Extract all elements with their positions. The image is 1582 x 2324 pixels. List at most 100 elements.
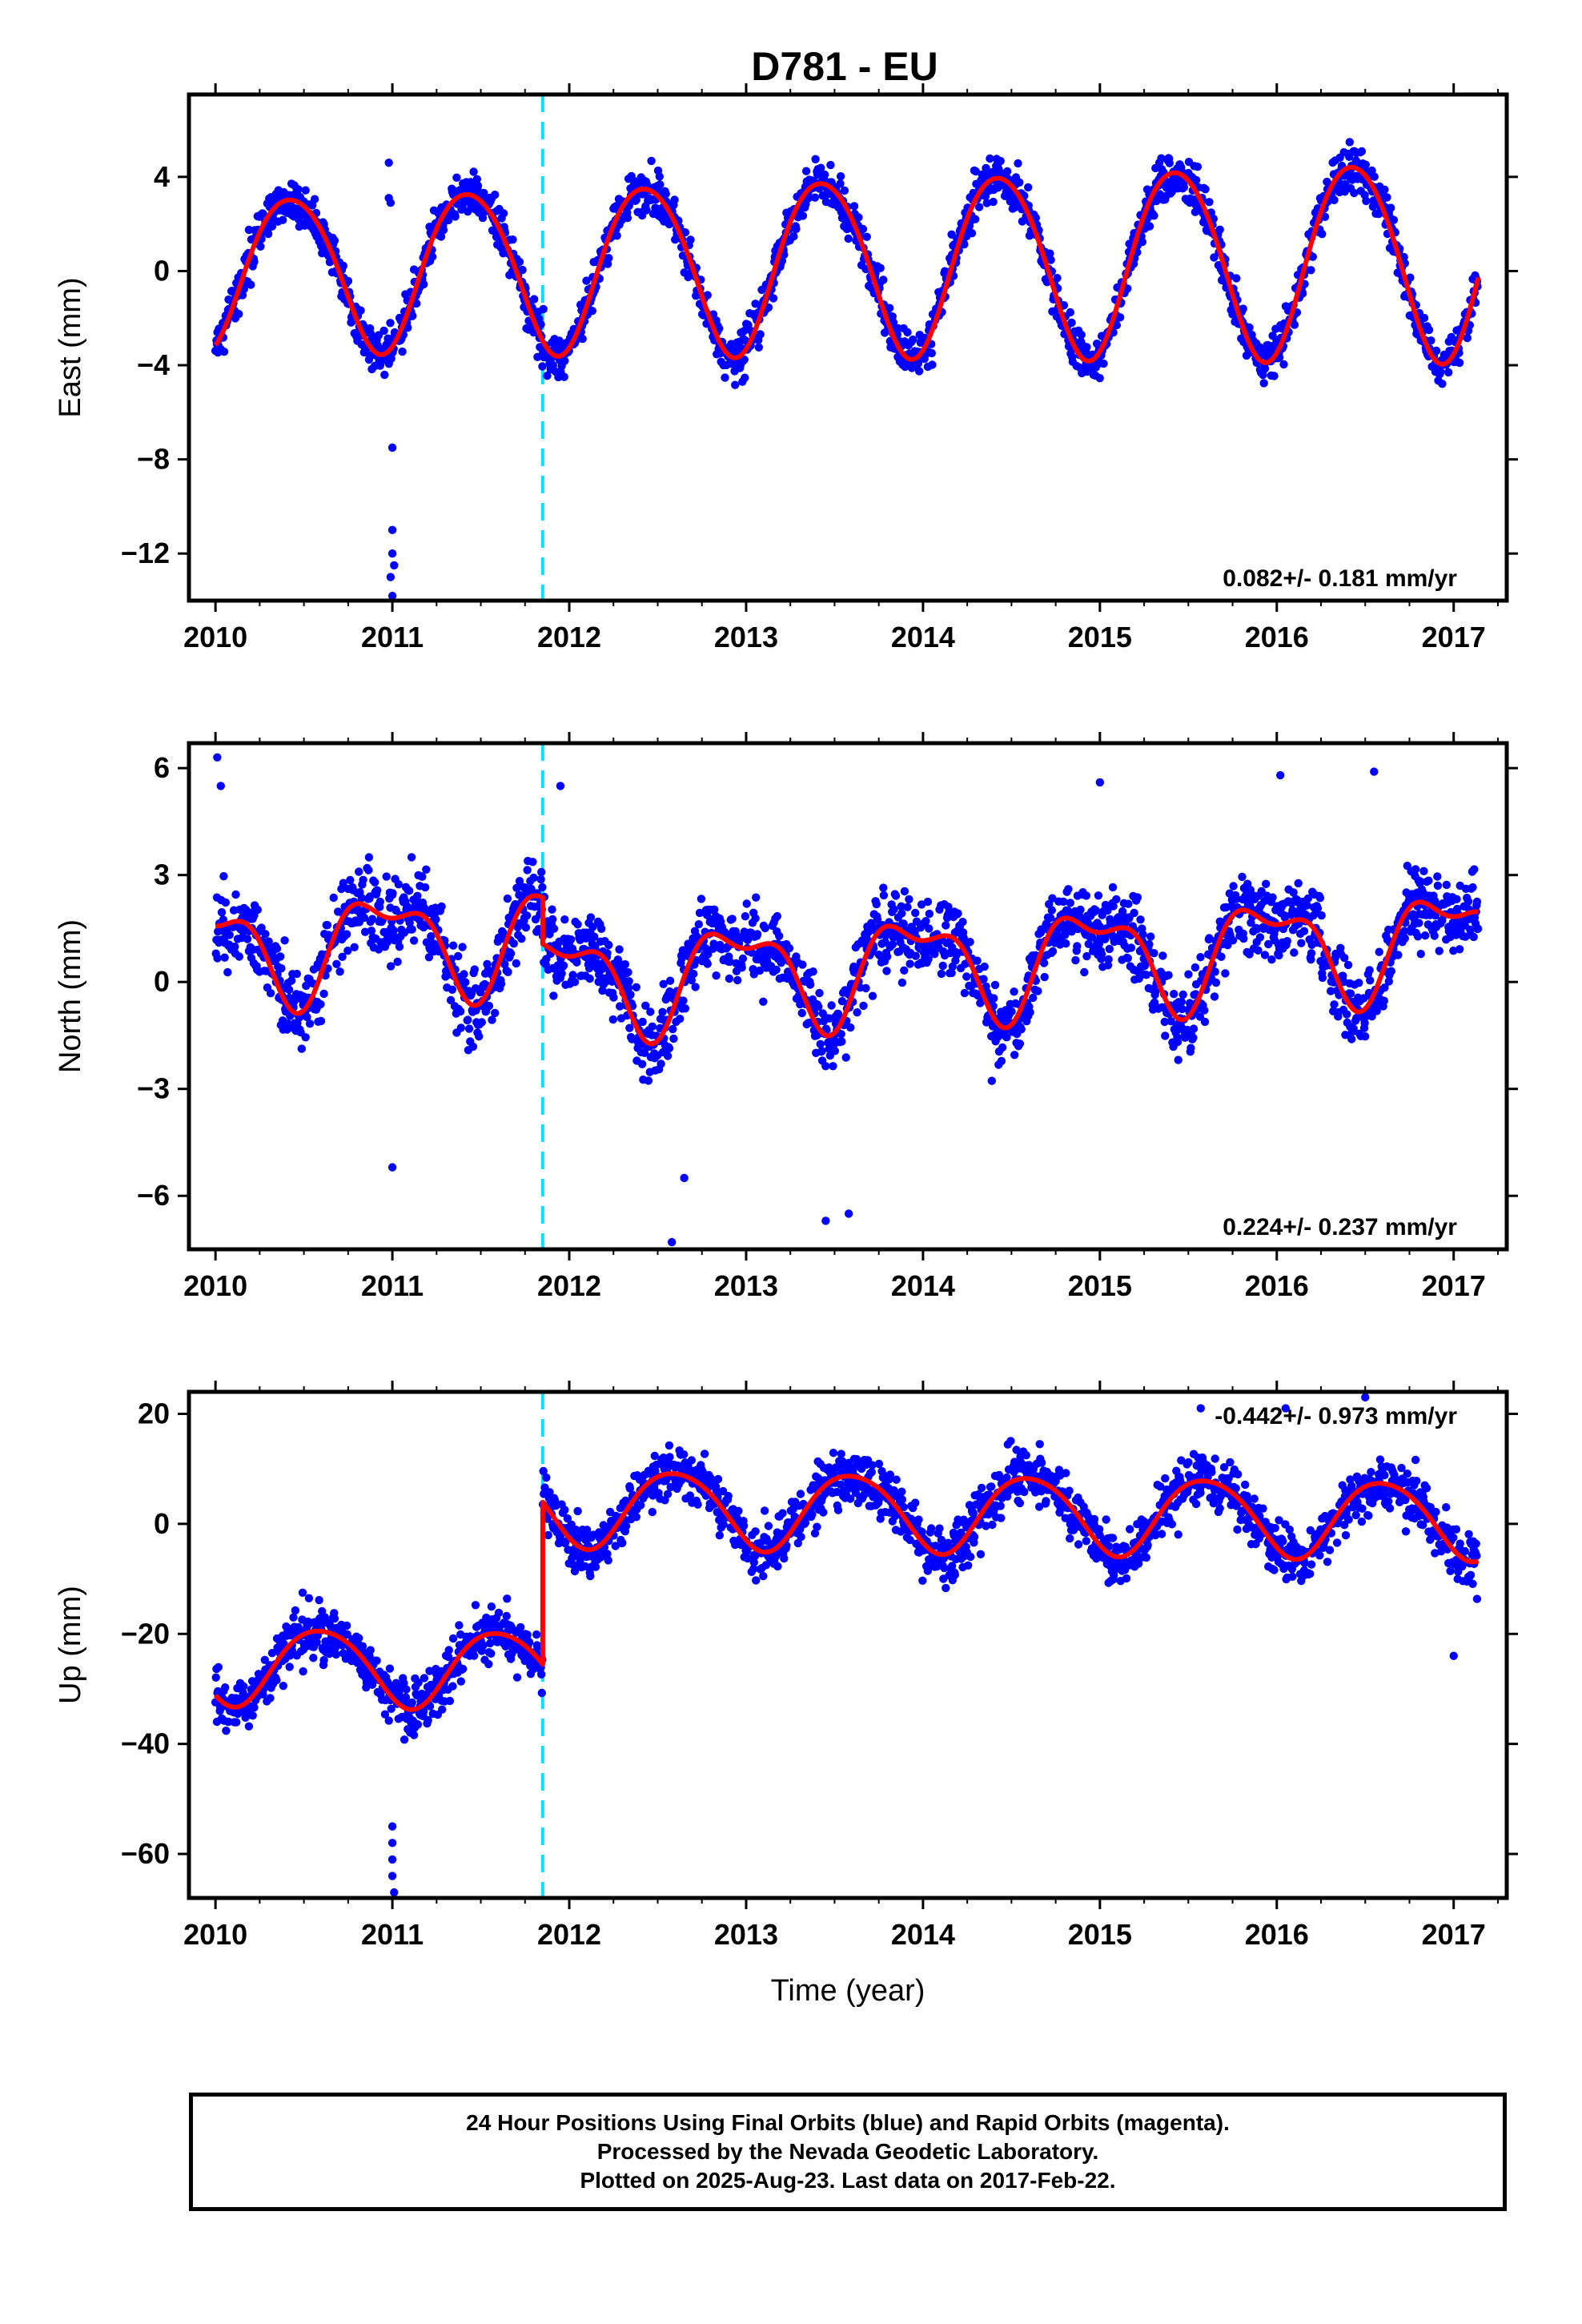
data-point [1380, 983, 1389, 992]
data-point [1449, 947, 1458, 955]
data-point [386, 962, 396, 971]
data-point [1307, 955, 1315, 964]
data-point [1370, 767, 1379, 776]
data-point [837, 997, 847, 1006]
data-point [1317, 911, 1326, 920]
data-point [420, 883, 430, 892]
data-point [220, 953, 229, 962]
data-point [1327, 987, 1335, 995]
y-axis-label: East (mm) [54, 277, 87, 417]
data-point [380, 370, 389, 380]
data-point [1080, 967, 1089, 977]
data-point [503, 894, 512, 903]
data-point [872, 899, 881, 909]
data-point [1196, 953, 1205, 962]
data-point [913, 359, 923, 368]
data-point [1200, 1017, 1210, 1027]
data-point [1279, 360, 1288, 369]
data-point [384, 159, 393, 167]
data-point [555, 336, 564, 345]
data-point [1095, 778, 1105, 787]
y-tick-label: 0 [154, 965, 170, 998]
data-point [1115, 313, 1125, 322]
y-axis-label: North (mm) [54, 919, 87, 1073]
data-point [586, 913, 596, 922]
data-point [1108, 883, 1118, 892]
data-point [343, 947, 352, 955]
data-point [911, 951, 921, 960]
data-point [267, 1649, 277, 1658]
x-tick-label: 2010 [183, 1269, 247, 1302]
data-point [355, 1634, 363, 1642]
data-point [1260, 364, 1270, 373]
data-point [560, 915, 569, 924]
data-point [277, 964, 286, 973]
data-point [468, 1042, 478, 1051]
data-point [1047, 906, 1057, 915]
data-point [394, 880, 403, 889]
data-point [508, 235, 517, 244]
data-point [436, 232, 446, 241]
data-point [350, 943, 359, 952]
data-point [477, 1018, 486, 1027]
data-point [1298, 289, 1307, 298]
data-point [1191, 175, 1201, 185]
data-point [590, 932, 599, 941]
data-point [900, 966, 909, 975]
data-point [1124, 899, 1133, 908]
data-point [330, 236, 339, 245]
data-point [661, 189, 670, 199]
data-point [260, 1655, 269, 1664]
data-point [1082, 343, 1091, 352]
data-point [1166, 1017, 1175, 1026]
data-point [937, 969, 946, 979]
data-point [849, 202, 859, 211]
data-point [448, 941, 458, 950]
data-point [570, 978, 580, 987]
data-point [1053, 274, 1062, 283]
data-point [1123, 284, 1132, 293]
data-point [213, 954, 222, 963]
data-point [424, 953, 434, 962]
data-point [1366, 976, 1375, 985]
data-point [1375, 947, 1383, 956]
data-point [647, 156, 656, 166]
data-point [339, 261, 347, 271]
data-point [897, 902, 905, 911]
data-point [1150, 949, 1158, 958]
data-point [470, 965, 479, 974]
data-point [1318, 230, 1327, 239]
data-point [338, 952, 347, 962]
data-point [1191, 963, 1200, 972]
data-point [1245, 323, 1254, 332]
data-point [1421, 931, 1430, 940]
data-point [817, 1047, 826, 1055]
data-point [1003, 167, 1012, 176]
x-tick-label: 2012 [537, 621, 601, 653]
data-point [303, 1012, 311, 1022]
data-point [925, 924, 934, 933]
x-tick-label: 2017 [1422, 1269, 1486, 1302]
data-point [659, 979, 668, 989]
data-point [437, 902, 446, 911]
data-point [496, 979, 506, 988]
data-point [1123, 954, 1133, 963]
data-point [1082, 891, 1091, 900]
plot-area [211, 743, 1483, 1249]
data-point [1026, 1007, 1034, 1017]
data-point [882, 952, 892, 961]
data-point [987, 1076, 997, 1085]
data-point [387, 1163, 397, 1172]
data-point [740, 355, 749, 364]
data-point [1094, 891, 1103, 900]
data-point [372, 1656, 381, 1665]
data-point [335, 967, 344, 976]
data-point [816, 1039, 825, 1049]
data-point [728, 915, 737, 923]
data-point [305, 1019, 315, 1028]
plot-area [211, 94, 1482, 601]
data-point [1189, 1024, 1199, 1033]
data-point [294, 185, 303, 194]
data-point [585, 974, 594, 983]
data-point [578, 334, 587, 344]
